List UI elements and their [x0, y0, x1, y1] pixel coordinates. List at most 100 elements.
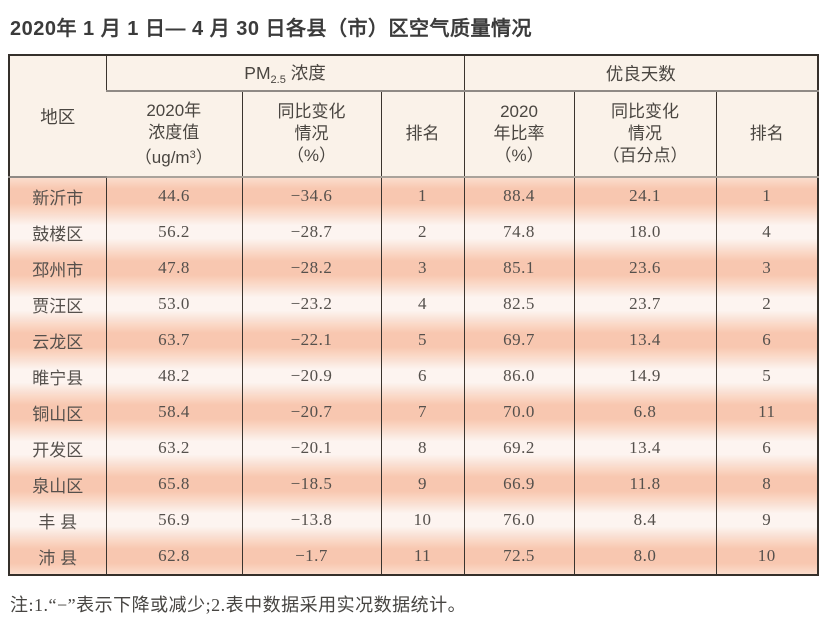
- col-header-pm-change: 同比变化 情况 （%）: [241, 91, 381, 178]
- good-ratio-cell: 74.8: [463, 214, 575, 250]
- pm25-group-label: PM2.5 浓度: [244, 63, 326, 86]
- good-change-cell: 23.6: [573, 250, 717, 286]
- good-change-cell: 24.1: [573, 177, 717, 214]
- good-ratio-cell: 88.4: [463, 177, 575, 214]
- pm-change-cell: −28.2: [241, 250, 381, 286]
- good-rank-cell: 5: [715, 358, 819, 394]
- pm-change-cell: −1.7: [241, 538, 381, 575]
- table-row: 开发区 63.2 −20.1 8 69.2 13.4 6: [9, 430, 819, 466]
- col-header-pm-value: 2020年 浓度值 （ug/m3）: [106, 91, 242, 178]
- good-rank-cell: 2: [715, 286, 819, 322]
- col-header-good-ratio: 2020 年比率 （%）: [463, 91, 575, 178]
- pm-rank-cell: 11: [380, 538, 465, 575]
- good-change-cell: 23.7: [573, 286, 717, 322]
- pm-unit: （ug/m3）: [134, 147, 213, 167]
- pm-change-cell: −13.8: [241, 502, 381, 538]
- good-ratio-cell: 69.7: [463, 322, 575, 358]
- page-title: 2020年 1 月 1 日— 4 月 30 日各县（市）区空气质量情况: [10, 18, 533, 40]
- pm-value-cell: 63.2: [105, 430, 242, 466]
- region-cell: 铜山区: [9, 394, 106, 430]
- good-ratio-cell: 76.0: [463, 502, 575, 538]
- pm-change-cell: −34.6: [241, 177, 381, 214]
- region-cell: 新沂市: [9, 177, 106, 214]
- good-change-cell: 8.0: [573, 538, 717, 575]
- good-rank-cell: 8: [715, 466, 819, 502]
- pm-change-cell: −20.7: [241, 394, 381, 430]
- region-cell: 邳州市: [9, 250, 106, 286]
- good-change-cell: 13.4: [573, 322, 717, 358]
- pm-value-cell: 53.0: [105, 286, 242, 322]
- pm-change-cell: −23.2: [241, 286, 381, 322]
- table-row: 云龙区 63.7 −22.1 5 69.7 13.4 6: [9, 322, 819, 358]
- pm-value-cell: 56.9: [105, 502, 242, 538]
- table-row: 邳州市 47.8 −28.2 3 85.1 23.6 3: [9, 250, 819, 286]
- good-change-cell: 6.8: [573, 394, 717, 430]
- col-header-good-rank: 排名: [715, 91, 819, 178]
- pm-change-cell: −28.7: [241, 214, 381, 250]
- pm-value-cell: 58.4: [105, 394, 242, 430]
- table-row: 鼓楼区 56.2 −28.7 2 74.8 18.0 4: [9, 214, 819, 250]
- col-header-region: 地区: [9, 55, 106, 178]
- region-cell: 沛 县: [9, 538, 106, 575]
- table-row: 沛 县 62.8 −1.7 11 72.5 8.0 10: [9, 538, 819, 575]
- pm-rank-cell: 2: [380, 214, 465, 250]
- good-ratio-cell: 86.0: [463, 358, 575, 394]
- region-cell: 开发区: [9, 430, 106, 466]
- good-rank-cell: 4: [715, 214, 819, 250]
- pm-change-cell: −18.5: [241, 466, 381, 502]
- good-rank-cell: 6: [715, 322, 819, 358]
- good-change-cell: 14.9: [573, 358, 717, 394]
- good-rank-cell: 6: [715, 430, 819, 466]
- pm-value-cell: 62.8: [105, 538, 242, 575]
- good-rank-cell: 3: [715, 250, 819, 286]
- good-ratio-cell: 72.5: [463, 538, 575, 575]
- region-cell: 鼓楼区: [9, 214, 106, 250]
- table-row: 睢宁县 48.2 −20.9 6 86.0 14.9 5: [9, 358, 819, 394]
- good-change-cell: 13.4: [573, 430, 717, 466]
- table-row: 铜山区 58.4 −20.7 7 70.0 6.8 11: [9, 394, 819, 430]
- pm-change-cell: −20.1: [241, 430, 381, 466]
- pm-value-cell: 44.6: [105, 177, 242, 214]
- table-row: 泉山区 65.8 −18.5 9 66.9 11.8 8: [9, 466, 819, 502]
- good-ratio-cell: 85.1: [463, 250, 575, 286]
- pm-rank-cell: 6: [380, 358, 465, 394]
- good-ratio-cell: 69.2: [463, 430, 575, 466]
- table-row: 丰 县 56.9 −13.8 10 76.0 8.4 9: [9, 502, 819, 538]
- good-change-cell: 8.4: [573, 502, 717, 538]
- air-quality-table: 地区 PM2.5 浓度 优良天数 2020年 浓度值 （ug/m3） 同比变化 …: [8, 54, 820, 576]
- pm-rank-cell: 9: [380, 466, 465, 502]
- region-cell: 云龙区: [9, 322, 106, 358]
- region-cell: 丰 县: [9, 502, 106, 538]
- pm-rank-cell: 5: [380, 322, 465, 358]
- pm-rank-cell: 4: [380, 286, 465, 322]
- good-ratio-cell: 70.0: [463, 394, 575, 430]
- pm-value-cell: 47.8: [105, 250, 242, 286]
- footnote: 注:1.“−”表示下降或减少;2.表中数据采用实况数据统计。: [10, 595, 467, 615]
- header-group-row: 地区 PM2.5 浓度 优良天数: [9, 55, 819, 178]
- pm-value-cell: 56.2: [105, 214, 242, 250]
- pm-change-cell: −22.1: [241, 322, 381, 358]
- pm-rank-cell: 8: [380, 430, 465, 466]
- pm-rank-cell: 3: [380, 250, 465, 286]
- pm-rank-cell: 10: [380, 502, 465, 538]
- header-sub-row: 2020年 浓度值 （ug/m3） 同比变化 情况 （%） 排名 2020 年比…: [9, 91, 819, 178]
- col-group-pm25: PM2.5 浓度: [105, 55, 465, 92]
- table-row: 贾汪区 53.0 −23.2 4 82.5 23.7 2: [9, 286, 819, 322]
- good-rank-cell: 9: [715, 502, 819, 538]
- pm-rank-cell: 1: [380, 177, 465, 214]
- pm-value-cell: 63.7: [105, 322, 242, 358]
- pm-rank-cell: 7: [380, 394, 465, 430]
- pm-value-cell: 65.8: [105, 466, 242, 502]
- region-cell: 贾汪区: [9, 286, 106, 322]
- col-group-good-days: 优良天数: [463, 55, 819, 92]
- good-change-cell: 11.8: [573, 466, 717, 502]
- table-row: 新沂市 44.6 −34.6 1 88.4 24.1 1: [9, 177, 819, 214]
- table-body: 新沂市 44.6 −34.6 1 88.4 24.1 1 鼓楼区 56.2 −2…: [9, 177, 819, 575]
- good-ratio-cell: 66.9: [463, 466, 575, 502]
- good-ratio-cell: 82.5: [463, 286, 575, 322]
- good-rank-cell: 11: [715, 394, 819, 430]
- good-rank-cell: 10: [715, 538, 819, 575]
- col-header-good-change: 同比变化 情况 （百分点）: [573, 91, 717, 178]
- good-change-cell: 18.0: [573, 214, 717, 250]
